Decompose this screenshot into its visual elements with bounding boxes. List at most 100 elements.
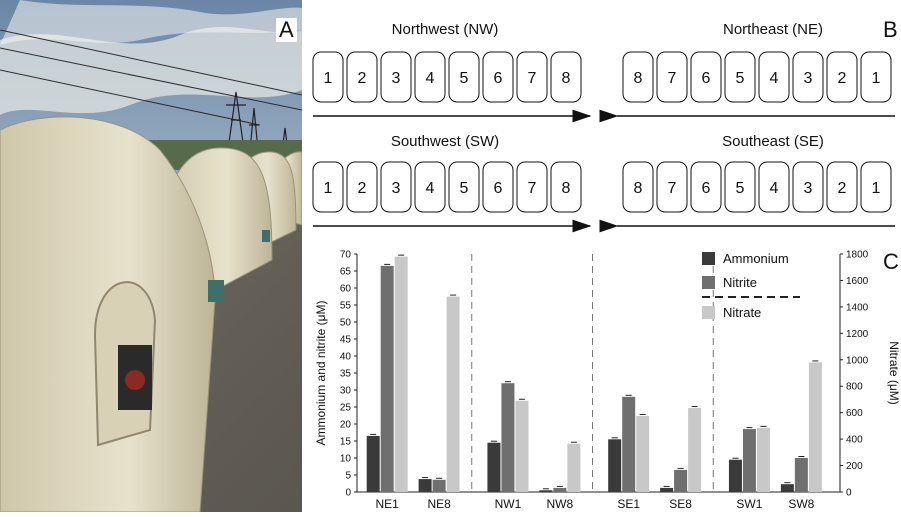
tank-number: 1 (872, 70, 881, 87)
bar-nitrite (794, 458, 808, 492)
tank-box (346, 161, 378, 213)
right-tick-label: 400 (846, 435, 863, 446)
tank-box (380, 51, 412, 103)
tank-box (448, 161, 480, 213)
tank-box (690, 51, 722, 103)
bar-ammonium (728, 459, 742, 492)
tank-number: 3 (804, 180, 813, 197)
right-tick-label: 1800 (846, 250, 869, 261)
left-tick-label: 50 (340, 318, 352, 329)
bar-nitrate (756, 427, 770, 492)
tank-number: 8 (562, 70, 571, 87)
tank-number: 3 (392, 70, 401, 87)
bar-ammonium (487, 442, 501, 492)
left-tick-label: 45 (340, 335, 352, 346)
right-axis-title: Nitrate (μM) (887, 341, 901, 405)
tank-number: 3 (804, 70, 813, 87)
tank-box (550, 51, 582, 103)
right-tick-label: 1600 (846, 276, 869, 287)
bar-nitrate (515, 400, 529, 492)
tank-box (312, 161, 344, 213)
left-tick-label: 70 (340, 250, 352, 261)
row-boxes-se: 8 7 6 5 4 3 2 1 (622, 161, 892, 213)
tank-box (414, 51, 446, 103)
tank-number: 7 (668, 70, 677, 87)
tank-number: 4 (426, 70, 435, 87)
right-tick-label: 0 (846, 488, 852, 499)
tank-box (826, 51, 858, 103)
tank-box (482, 161, 514, 213)
right-tick-label: 1000 (846, 355, 869, 366)
tank-box (860, 161, 892, 213)
right-tick-label: 800 (846, 382, 863, 393)
bar-ammonium (660, 487, 674, 492)
left-tick-label: 60 (340, 284, 352, 295)
category-label: SE1 (617, 497, 640, 511)
legend-swatch-nitrite (702, 276, 715, 289)
tank-box (690, 161, 722, 213)
tank-number: 2 (358, 70, 367, 87)
tank-number: 5 (460, 180, 469, 197)
left-axis-title: Ammonium and nitrite (μM) (314, 301, 328, 446)
bar-ammonium (539, 490, 553, 492)
legend-swatch-nitrate (702, 306, 715, 319)
tank-number: 4 (770, 180, 779, 197)
category-label: SW8 (788, 497, 814, 511)
panel-a-label: A (276, 18, 297, 42)
left-tick-label: 10 (340, 454, 352, 465)
tank-number: 2 (838, 70, 847, 87)
tank-number: 8 (634, 70, 643, 87)
tank-number: 4 (426, 180, 435, 197)
category-label: NW8 (547, 497, 574, 511)
bar-nitrite (432, 479, 446, 492)
tank-box (724, 51, 756, 103)
left-tick-label: 20 (340, 420, 352, 431)
tank-number: 5 (460, 70, 469, 87)
bar-ammonium (366, 435, 380, 492)
tank-number: 2 (358, 180, 367, 197)
tank-number: 1 (872, 180, 881, 197)
tank-box (550, 161, 582, 213)
tank-number: 5 (736, 70, 745, 87)
photo-drawing (0, 0, 303, 513)
row-label-sw: Southwest (SW) (391, 133, 499, 150)
left-tick-label: 35 (340, 369, 352, 380)
tank-box (826, 161, 858, 213)
tank-box (346, 51, 378, 103)
tank-number: 5 (736, 180, 745, 197)
left-tick-label: 30 (340, 386, 352, 397)
left-tick-label: 65 (340, 267, 352, 278)
tank-box (622, 161, 654, 213)
panel-c-label: C (880, 250, 901, 274)
tank-number: 3 (392, 180, 401, 197)
left-tick-label: 5 (345, 471, 351, 482)
tank-box (656, 51, 688, 103)
bar-nitrate (567, 443, 581, 492)
left-tick-label: 0 (345, 488, 351, 499)
tank-layout-schematic: Northwest (NW) 1 2 3 4 5 6 7 8 Northeast… (305, 0, 901, 240)
bar-nitrite (622, 396, 636, 492)
tank-number: 2 (838, 180, 847, 197)
bar-nitrite (380, 265, 394, 492)
left-tick-label: 15 (340, 437, 352, 448)
tank-box (758, 51, 790, 103)
bar-nitrate (446, 296, 460, 492)
bar-nitrate (688, 408, 702, 492)
panel-b-label: B (880, 18, 901, 42)
tank-box (724, 161, 756, 213)
bar-nitrite (674, 469, 688, 492)
row-label-se: Southeast (SE) (722, 133, 824, 150)
bar-nitrite (553, 487, 567, 492)
tank-box (792, 51, 824, 103)
left-tick-label: 40 (340, 352, 352, 363)
tank-box (622, 51, 654, 103)
tank-number: 6 (494, 180, 503, 197)
tank-box (860, 51, 892, 103)
row-label-nw: Northwest (NW) (392, 21, 499, 38)
bar-ammonium (780, 484, 794, 492)
row-boxes-sw: 1 2 3 4 5 6 7 8 (312, 161, 582, 213)
bar-nitrate (636, 415, 650, 492)
tank-number: 8 (562, 180, 571, 197)
tank-number: 6 (494, 70, 503, 87)
schematic-svg: Northwest (NW) 1 2 3 4 5 6 7 8 Northeast… (312, 21, 895, 233)
